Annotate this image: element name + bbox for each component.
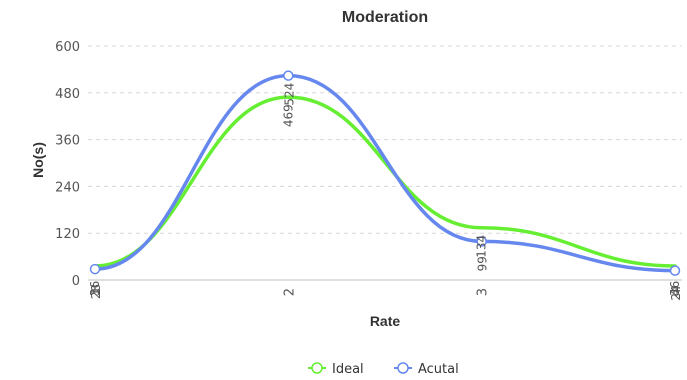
data-point[interactable] bbox=[669, 265, 681, 276]
legend: Ideal Acutal bbox=[308, 362, 459, 377]
data-label: 469 bbox=[281, 104, 295, 127]
y-axis-title: No(s) bbox=[30, 142, 46, 178]
legend-marker bbox=[397, 362, 409, 374]
y-tick-label: 480 bbox=[55, 87, 80, 102]
data-label: 524 bbox=[282, 83, 296, 106]
series-line-ideal bbox=[93, 95, 677, 268]
y-tick-label: 360 bbox=[55, 134, 80, 149]
x-tick-label: 1 bbox=[89, 288, 104, 296]
series-lines bbox=[89, 70, 681, 276]
chart-title: Moderation bbox=[342, 9, 428, 26]
series-line-acutal bbox=[93, 73, 677, 273]
legend-marker bbox=[311, 362, 323, 374]
data-label: 28 bbox=[89, 284, 103, 299]
y-axis-ticks: 0 120 240 360 480 600 bbox=[55, 40, 80, 289]
y-tick-label: 120 bbox=[55, 227, 80, 242]
x-tick-label: 3 bbox=[476, 288, 491, 296]
data-label: 134 bbox=[475, 235, 489, 258]
data-point[interactable] bbox=[476, 236, 487, 247]
data-label: 36 bbox=[668, 281, 682, 296]
legend-label[interactable]: Ideal bbox=[332, 362, 364, 377]
data-point[interactable] bbox=[283, 70, 294, 81]
legend-label[interactable]: Acutal bbox=[418, 362, 459, 377]
x-axis-title: Rate bbox=[370, 313, 401, 329]
y-tick-label: 0 bbox=[72, 274, 80, 289]
x-axis-ticks: 1 2 3 4 bbox=[89, 288, 684, 296]
x-tick-label: 4 bbox=[669, 288, 684, 296]
data-label: 36 bbox=[88, 281, 102, 296]
y-tick-label: 240 bbox=[55, 180, 80, 195]
x-tick-label: 2 bbox=[282, 288, 297, 296]
data-label: 24 bbox=[669, 285, 683, 300]
y-tick-label: 600 bbox=[55, 40, 80, 55]
data-point[interactable] bbox=[89, 263, 101, 275]
data-label: 99 bbox=[476, 256, 490, 271]
